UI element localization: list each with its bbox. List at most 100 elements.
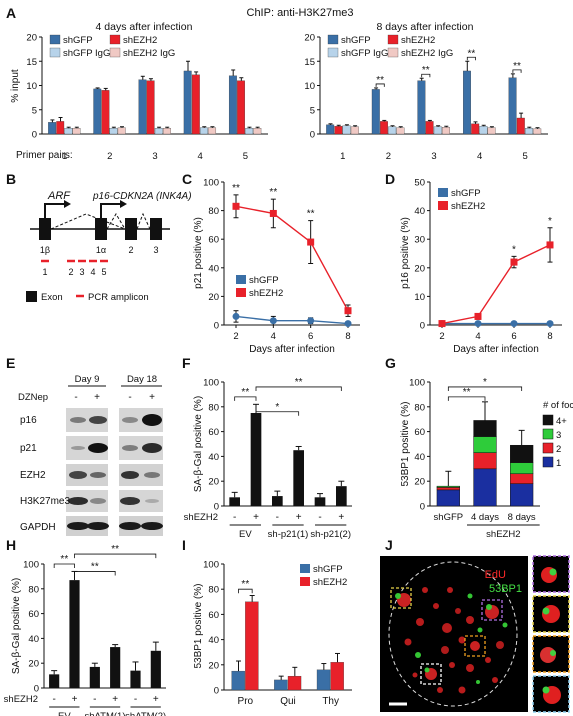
h-ytick-label: 20 [28, 659, 39, 670]
g-stack-segment [473, 468, 497, 507]
g-stack-segment [473, 436, 497, 453]
a-right-sig-bracket [466, 56, 476, 61]
panel-label-e: E [6, 355, 15, 371]
h-bar [110, 647, 121, 688]
g-ytick-label: 20 [414, 477, 425, 488]
h-sign: - [134, 694, 137, 705]
i-legend-swatch [300, 564, 310, 573]
band-p21-4 [142, 443, 162, 453]
i-legend-label: shEZH2 [313, 577, 347, 588]
g-sig-mark: ** [463, 387, 471, 398]
i-ytick-label: 80 [208, 585, 219, 596]
focus-spot [467, 593, 473, 599]
h-sig-bracket [74, 553, 157, 559]
band-h3k27-1 [68, 497, 88, 505]
a-left-bar [101, 90, 110, 135]
blot-row-p16: p16 [20, 415, 37, 426]
d-ytick-label: 20 [414, 263, 425, 274]
focus-spot [496, 641, 504, 649]
focus-spot [442, 623, 452, 633]
inset-box-orange [464, 635, 486, 657]
a-left-category-label: 1 [62, 151, 67, 162]
a-right-title: 8 days after infection [377, 21, 474, 33]
band-p21-3 [122, 445, 138, 451]
focus-spot [477, 627, 483, 633]
amplicon-label-3: 3 [79, 267, 84, 277]
band-ezh2-1 [69, 471, 87, 479]
focus-spot [415, 652, 421, 658]
h-ytick-label: 60 [28, 609, 39, 620]
d-point [546, 320, 554, 328]
i-ylabel: 53BP1 positive (%) [193, 583, 204, 668]
c-series-line [235, 315, 349, 325]
g-ytick-label: 80 [414, 402, 425, 413]
exon-2 [125, 218, 137, 240]
band-p16-3 [122, 417, 138, 423]
a-right-category-label: 4 [477, 151, 482, 162]
c-legend-label: shGFP [249, 275, 279, 286]
a-left-bar [117, 127, 126, 135]
a-right-sig-mark: ** [513, 61, 521, 72]
band-h3k27-3 [120, 497, 140, 505]
a-right-category-label: 1 [340, 151, 345, 162]
h-bar [89, 666, 100, 688]
i-category-label: Pro [238, 696, 254, 707]
panel-label-c: C [182, 171, 192, 187]
a-right-bar [342, 125, 351, 135]
a-right-bar [326, 124, 335, 135]
i-ytick-label: 60 [208, 610, 219, 621]
c-point [344, 320, 352, 328]
d-xtick-label: 6 [511, 331, 516, 342]
h-group-label: shATM(2) [125, 711, 166, 716]
inset-cyan-53bp1 [542, 686, 550, 694]
a-left-ytick-label: 10 [26, 81, 37, 92]
legend-pcr-label: PCR amplicon [88, 292, 149, 303]
a-left-ytick-label: 5 [32, 105, 37, 116]
a-right-sig-bracket [512, 69, 522, 73]
g-stack-segment [436, 485, 460, 488]
inset-yellow-53bp1 [542, 607, 550, 615]
c-point [307, 238, 315, 246]
amplicon-label-4: 4 [90, 267, 95, 277]
d-ylabel: p16 positive (%) [400, 217, 411, 289]
d-xtick-label: 2 [439, 331, 444, 342]
a-left-bar [200, 127, 208, 135]
h-bar [150, 650, 161, 688]
microscopy-panel: EdU 53BP1 [380, 555, 570, 713]
blot-sign-3: - [128, 392, 131, 403]
g-stack-segment [436, 487, 460, 491]
splice-1a [106, 213, 126, 230]
a-right-bar [334, 126, 343, 135]
i-legend-swatch [300, 577, 310, 586]
band-gapdh-3 [119, 522, 141, 530]
panel-label-a: A [6, 5, 16, 21]
f-sig-bracket [255, 411, 300, 416]
h-sign: + [72, 694, 78, 705]
a-right-category-label: 2 [386, 151, 391, 162]
i-legend-label: shGFP [313, 564, 343, 575]
a-left-title: 4 days after infection [96, 21, 193, 33]
f-bar [250, 413, 262, 506]
g-stack-segment [510, 444, 534, 463]
g-ytick-label: 100 [409, 378, 425, 389]
ink-arrowhead [120, 200, 127, 208]
a-right-legend-label: shEZH2 [401, 35, 435, 46]
a-left-ytick-label: 0 [32, 130, 37, 141]
d-point [438, 320, 446, 328]
band-ezh2-2 [90, 472, 106, 478]
a-right-category-label: 3 [431, 151, 436, 162]
blot-sign-4: + [149, 392, 155, 403]
nucleus-outline [388, 561, 518, 707]
d-ytick-label: 10 [414, 292, 425, 303]
a-left-bar [162, 128, 171, 135]
splice-1b [50, 213, 126, 230]
c-series-line [235, 205, 349, 312]
inset-box-white [420, 663, 442, 685]
band-gapdh-1 [67, 522, 89, 530]
a-right-legend-swatch [327, 47, 339, 58]
g-category-label: 4 days [471, 512, 499, 523]
i-category-label: Qui [280, 696, 296, 707]
exon-3-label: 3 [153, 245, 158, 255]
